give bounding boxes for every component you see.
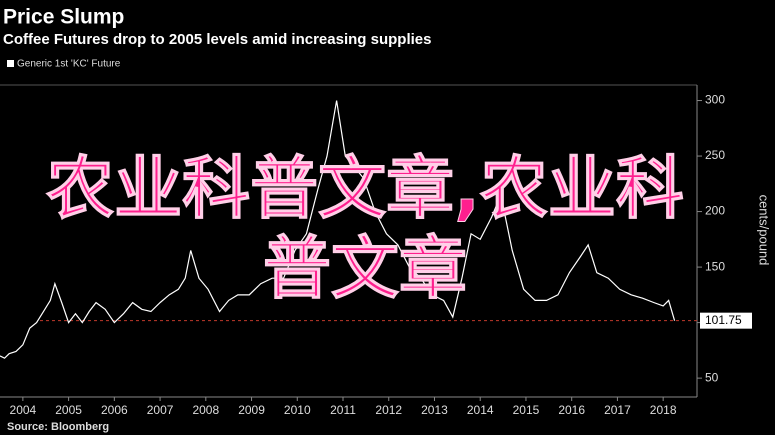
- y-tick-label: 200: [705, 204, 725, 218]
- chart-title: Price Slump: [3, 6, 124, 29]
- legend-label: Generic 1st 'KC' Future: [17, 59, 121, 70]
- x-tick-label: 2016: [558, 403, 585, 417]
- x-tick-label: 2008: [192, 403, 219, 417]
- y-tick-label: 50: [705, 370, 719, 384]
- y-tick-label: 250: [705, 148, 725, 162]
- x-tick-label: 2009: [238, 403, 265, 417]
- annotation: 农业科普文章,农业科普文章: [46, 150, 685, 310]
- line: [0, 100, 676, 359]
- chart-subtitle: Coffee Futures drop to 2005 levels amid …: [3, 31, 431, 48]
- y-axis-label: cents/pound: [757, 195, 772, 266]
- x-tick-label: 2010: [284, 403, 311, 417]
- x-tick-label: 2011: [330, 403, 356, 417]
- legend-swatch: [7, 60, 14, 67]
- x-tick-label: 2015: [513, 403, 540, 417]
- x-tick-label: 2014: [467, 403, 494, 417]
- x-tick-label: 2004: [10, 403, 37, 417]
- x-tick-label: 2007: [147, 403, 174, 417]
- last-value-label: 101.75: [705, 313, 742, 327]
- y-tick-label: 300: [705, 93, 725, 107]
- x-tick-label: 2005: [55, 403, 82, 417]
- last-value-box: [700, 312, 752, 329]
- x-tick-label: 2018: [650, 403, 677, 417]
- y-tick-label: 150: [705, 259, 725, 273]
- x-tick-label: 2006: [101, 403, 128, 417]
- source: Source: Bloomberg: [7, 421, 109, 433]
- x-tick-label: 2017: [604, 403, 631, 417]
- x-tick-label: 2012: [375, 403, 402, 417]
- x-tick-label: 2013: [421, 403, 448, 417]
